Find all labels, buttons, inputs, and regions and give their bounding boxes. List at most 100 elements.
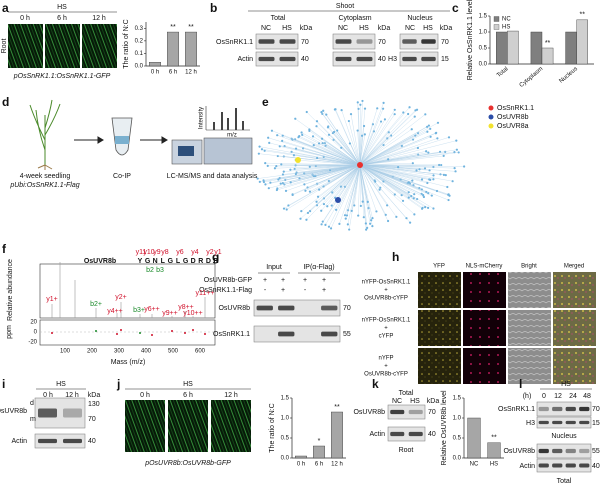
sequence-text: N [153, 258, 158, 265]
network-node [330, 204, 333, 207]
network-node [363, 107, 367, 110]
network-node [428, 178, 431, 181]
network-edge [330, 164, 361, 229]
network-edge [359, 140, 457, 166]
network-node [285, 208, 288, 211]
network-edge [359, 164, 417, 171]
bar [295, 455, 307, 459]
network-edge [321, 138, 361, 166]
signs-text: - [264, 287, 267, 294]
y-ions-text: y10 [143, 249, 154, 256]
groups-text: IP(α-Flag) [303, 264, 334, 271]
sequence-text: Y [138, 258, 143, 265]
network-node [393, 108, 396, 111]
network-edge [288, 164, 361, 206]
signs-text: + [263, 277, 267, 284]
network-edge [359, 164, 361, 206]
network-edge [359, 145, 402, 166]
network-node [376, 107, 379, 110]
name-text: OsSnRK1.1 [497, 105, 534, 112]
times-text: 0 h [43, 392, 53, 399]
network-edge [359, 164, 444, 176]
network-node [357, 107, 360, 110]
network-node [455, 148, 458, 151]
network-edge [318, 143, 361, 166]
bar [467, 417, 481, 459]
y-axis-label: The ratio of N:C [123, 19, 130, 68]
b-ions-text: b3 [156, 267, 164, 274]
network-node [416, 146, 420, 150]
network-node [397, 166, 400, 169]
network-node [276, 154, 279, 158]
network-node [432, 178, 435, 181]
x-tick-label: 6 h [169, 70, 177, 76]
network-node [282, 170, 285, 173]
steps-text: 4-week seedling [20, 173, 71, 180]
network-node [418, 168, 421, 171]
network-node [435, 189, 439, 193]
network-node [426, 181, 429, 185]
network-node [344, 217, 347, 220]
network-node [312, 143, 315, 147]
network-node [327, 125, 330, 128]
network-edge [359, 113, 409, 166]
network-node [308, 165, 311, 168]
network-edge [359, 159, 389, 166]
network-node [371, 217, 374, 220]
network-node [420, 178, 424, 181]
blot-band [552, 406, 563, 412]
peaks-text: y1+ [46, 296, 57, 303]
network-edge [359, 164, 455, 169]
network-edge [327, 164, 361, 207]
network-edge [265, 162, 361, 166]
network-node [436, 121, 440, 124]
x-tick-label: Total [496, 66, 510, 79]
construct-text: pOsSnRK1.1:OsSnRK1.1-GFP [13, 73, 111, 80]
network-hub [295, 157, 301, 163]
y-tick-label: 1.5 [281, 396, 290, 402]
micrograph [463, 310, 506, 346]
bar [576, 19, 588, 65]
network-node [312, 175, 316, 178]
network-node [423, 167, 427, 170]
network-edge [359, 110, 416, 166]
network-edge [359, 164, 465, 167]
network-edge [317, 164, 361, 197]
network-node [264, 162, 267, 165]
network-edge [295, 148, 361, 166]
network-node [451, 180, 454, 183]
peaks-text: b2+ [90, 301, 102, 308]
network-node [326, 205, 329, 208]
network-node [279, 182, 282, 185]
name-text: OsSnRK1.1-Flag [199, 287, 252, 294]
network-node [361, 200, 364, 203]
network-node [359, 204, 362, 208]
network-node [304, 189, 307, 192]
markers-text: 70 [592, 406, 600, 413]
network-node [268, 141, 271, 144]
network-node [444, 150, 447, 153]
network-node [387, 131, 390, 134]
network-edge [359, 132, 437, 166]
network-node [422, 194, 425, 197]
blot-band [565, 448, 576, 454]
network-edge [348, 121, 361, 166]
network-node [266, 164, 269, 167]
network-node [324, 223, 327, 226]
lanes-text: NC [338, 25, 348, 32]
network-node [393, 113, 396, 116]
network-node [430, 194, 433, 197]
x-tick-label: HS [490, 462, 498, 468]
times-text: 6 h [57, 15, 67, 22]
times-text: 6 h [183, 392, 193, 399]
network-node [427, 124, 430, 127]
network-edge [319, 164, 361, 190]
network-edge [359, 116, 415, 166]
peaks-text: y10++ [183, 310, 202, 317]
network-node [359, 103, 362, 106]
network-node [278, 145, 281, 148]
legend-label: NC [502, 17, 511, 23]
ppm-dots [51, 329, 206, 336]
network-edge [359, 121, 382, 166]
label-text: l [519, 377, 522, 391]
